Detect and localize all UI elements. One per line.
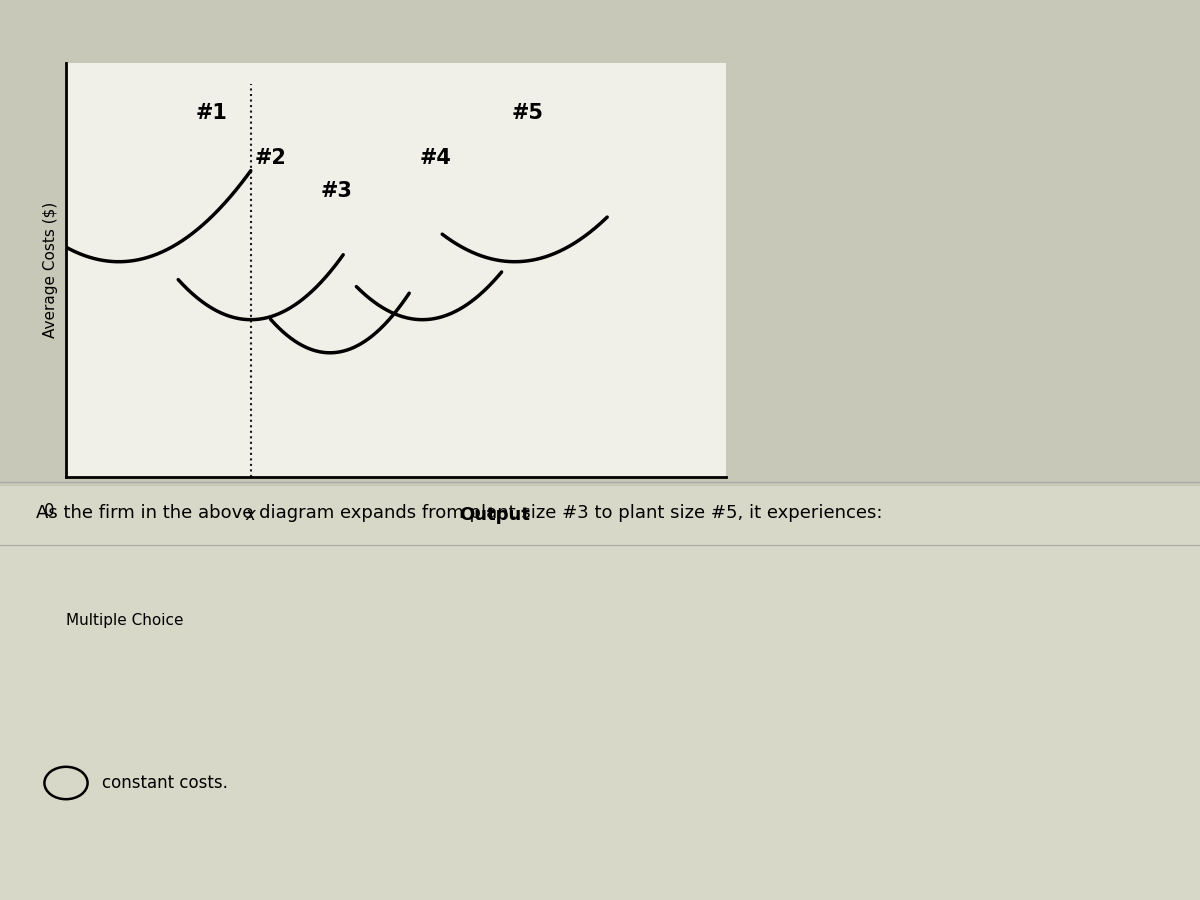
Text: #4: #4 (420, 148, 451, 168)
Text: Multiple Choice: Multiple Choice (66, 614, 184, 628)
Text: x: x (246, 506, 256, 524)
Text: #1: #1 (196, 103, 227, 122)
Text: constant costs.: constant costs. (102, 774, 228, 792)
Text: #2: #2 (254, 148, 287, 168)
Y-axis label: Average Costs ($): Average Costs ($) (43, 202, 58, 338)
Text: #3: #3 (320, 181, 353, 202)
Text: #5: #5 (512, 103, 544, 122)
Text: As the firm in the above diagram expands from plant size #3 to plant size #5, it: As the firm in the above diagram expands… (36, 504, 882, 522)
Text: Output: Output (460, 506, 530, 524)
Text: 0: 0 (44, 502, 55, 520)
